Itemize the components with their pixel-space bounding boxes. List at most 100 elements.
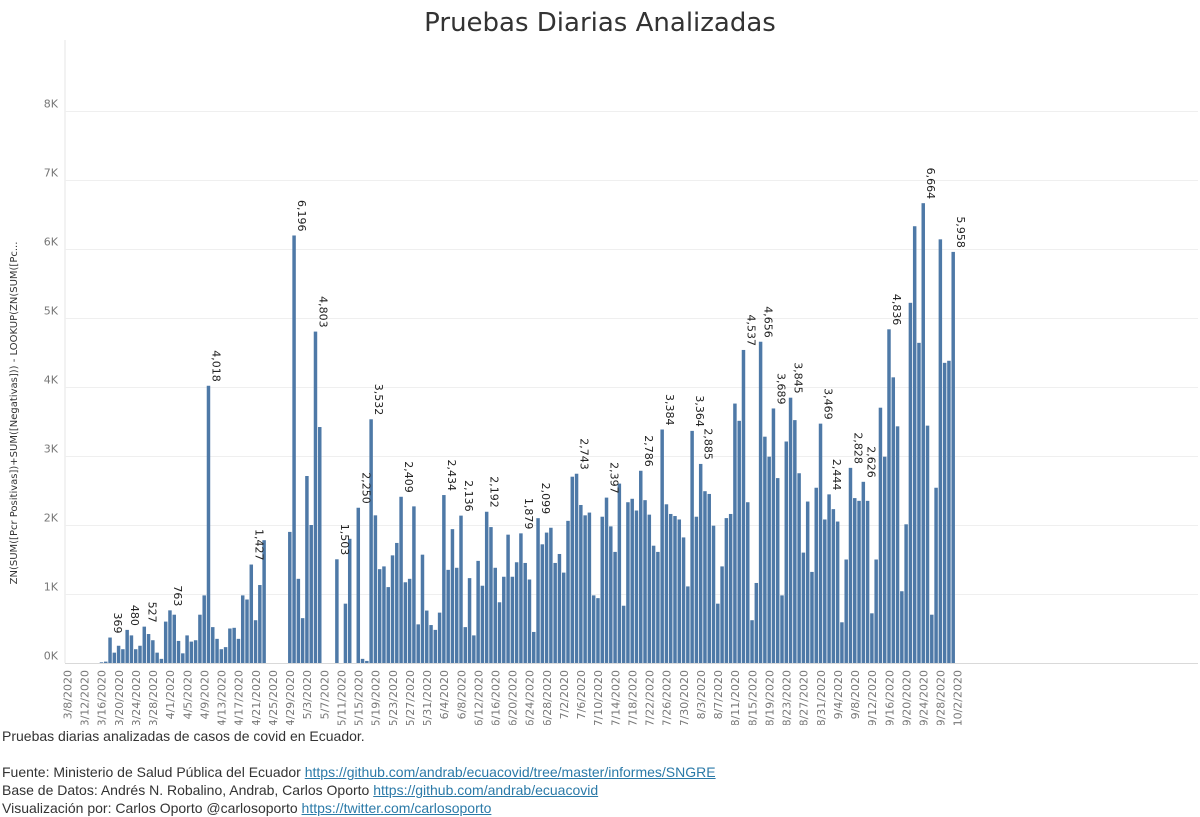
bar <box>185 635 189 663</box>
bar <box>527 579 532 663</box>
bar <box>750 620 754 663</box>
data-label: 2,434 <box>445 460 458 492</box>
bar <box>703 491 707 663</box>
data-label: 4,018 <box>209 350 222 382</box>
data-label: 2,885 <box>702 428 715 460</box>
bar <box>797 473 801 663</box>
bar <box>544 532 549 663</box>
bar <box>446 569 450 663</box>
data-label: 2,828 <box>851 432 864 464</box>
bar <box>211 627 215 663</box>
data-label: 1,503 <box>338 524 351 556</box>
bar <box>549 527 553 663</box>
bar <box>716 603 720 663</box>
bar <box>198 614 202 663</box>
bar <box>189 641 194 663</box>
x-tick-label: 4/5/2020 <box>181 670 194 719</box>
x-tick-label: 4/13/2020 <box>216 670 229 725</box>
x-tick-label: 4/9/2020 <box>198 670 211 719</box>
bar <box>947 360 951 663</box>
bar <box>668 513 673 663</box>
bar <box>399 496 403 663</box>
bar <box>857 500 861 663</box>
data-label: 2,397 <box>608 462 621 494</box>
data-label: 6,664 <box>924 168 937 200</box>
bar <box>942 362 947 663</box>
bar <box>805 501 810 663</box>
bar <box>318 427 322 663</box>
bar <box>728 513 733 663</box>
footer-database-link[interactable]: https://github.com/andrab/ecuacovid <box>373 782 599 798</box>
bar <box>168 610 172 663</box>
bar <box>604 497 609 663</box>
data-label: 2,743 <box>578 438 591 470</box>
x-tick-label: 8/19/2020 <box>763 670 776 725</box>
bar-chart: 0K 1K 2K 3K 4K 5K 6K 7K 8K 369 480 527 763 4,018 1,42… <box>9 40 1198 725</box>
bar <box>407 578 412 663</box>
bar <box>643 500 647 663</box>
bar <box>720 566 724 663</box>
x-tick-label: 3/28/2020 <box>147 670 160 725</box>
bar <box>442 495 446 663</box>
bar <box>489 527 493 663</box>
data-label: 2,136 <box>462 480 475 512</box>
x-tick-label: 4/25/2020 <box>267 670 280 725</box>
bar <box>613 551 617 663</box>
bar <box>480 585 485 663</box>
bar <box>925 425 930 663</box>
y-tick-label: 6K <box>44 236 59 249</box>
bar <box>724 518 729 663</box>
bar <box>163 621 168 663</box>
x-tick-label: 6/24/2020 <box>524 670 537 725</box>
bar <box>497 602 502 663</box>
x-tick-label: 6/16/2020 <box>490 670 503 725</box>
bar <box>741 349 746 663</box>
x-tick-label: 7/10/2020 <box>592 670 605 725</box>
bar <box>437 612 442 663</box>
footer-viz-text: Visualización por: Carlos Oporto @carlos… <box>2 800 302 816</box>
bar <box>502 576 506 663</box>
bar <box>454 567 459 663</box>
footer-source-link[interactable]: https://github.com/andrab/ecuacovid/tree… <box>304 764 716 780</box>
y-axis-ticks: 0K 1K 2K 3K 4K 5K 6K 7K 8K <box>44 98 59 663</box>
x-axis-ticks: 3/8/2020 3/12/2020 3/16/2020 3/20/2020 3/24/… <box>62 670 965 725</box>
bar <box>382 566 386 663</box>
data-label: 4,803 <box>316 296 329 328</box>
bar <box>848 467 853 663</box>
bar <box>557 553 562 663</box>
bar <box>420 554 425 663</box>
bar <box>775 478 780 663</box>
data-label: 3,364 <box>693 395 706 427</box>
bar <box>882 456 887 663</box>
bar <box>596 598 600 663</box>
bar <box>450 529 455 663</box>
bar <box>660 429 664 663</box>
x-tick-label: 8/23/2020 <box>781 670 794 725</box>
bar <box>429 625 433 663</box>
bar <box>874 559 878 663</box>
bar <box>116 645 121 663</box>
x-tick-label: 5/23/2020 <box>387 670 400 725</box>
bar <box>934 487 938 663</box>
footer-viz-link[interactable]: https://twitter.com/carlosoporto <box>301 800 492 816</box>
x-tick-label: 3/16/2020 <box>96 670 109 725</box>
x-tick-label: 4/17/2020 <box>233 670 246 725</box>
footer-database: Base de Datos: Andrés N. Robalino, Andra… <box>2 781 716 799</box>
data-label: 2,444 <box>830 459 843 491</box>
x-tick-label: 9/16/2020 <box>883 670 896 725</box>
data-label: 2,409 <box>402 461 415 493</box>
data-label: 2,099 <box>539 483 552 515</box>
bar <box>540 544 545 663</box>
bar <box>395 542 399 663</box>
bar <box>159 658 164 663</box>
bar <box>831 509 836 663</box>
y-tick-label: 0K <box>44 650 59 663</box>
bar <box>129 635 134 663</box>
bar <box>758 341 763 663</box>
x-tick-label: 5/11/2020 <box>335 670 348 725</box>
x-tick-label: 9/20/2020 <box>900 670 913 725</box>
bar <box>921 203 925 663</box>
bar <box>386 587 390 663</box>
bar <box>870 613 874 663</box>
data-label: 4,656 <box>762 306 775 338</box>
